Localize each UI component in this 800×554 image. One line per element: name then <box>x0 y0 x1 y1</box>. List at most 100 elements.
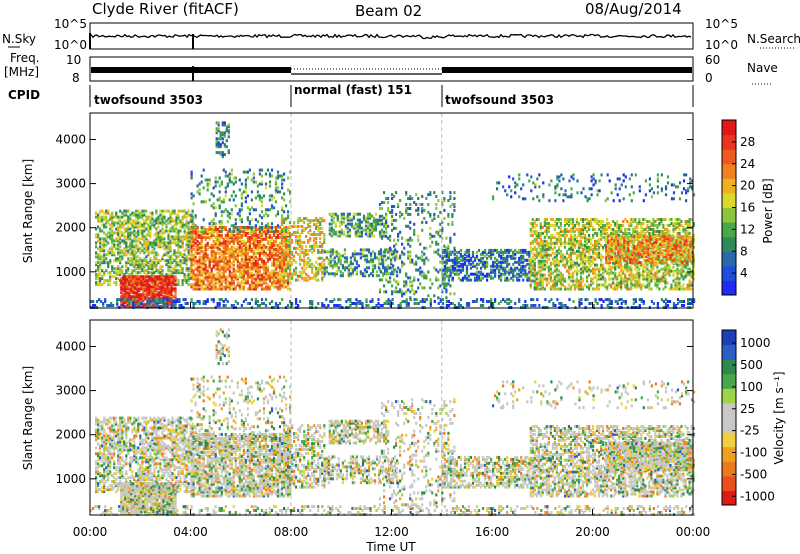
heatmap-cell <box>272 225 276 229</box>
heatmap-cell <box>545 261 548 265</box>
heatmap-cell <box>240 259 243 263</box>
heatmap-cell <box>155 233 158 237</box>
heatmap-cell <box>189 265 192 269</box>
heatmap-cell <box>588 269 591 273</box>
heatmap-cell <box>109 283 112 287</box>
heatmap-cell <box>144 303 147 307</box>
heatmap-cell <box>380 278 384 282</box>
heatmap-cell <box>170 283 173 287</box>
heatmap-cell <box>492 248 495 252</box>
heatmap-cell <box>169 273 172 277</box>
heatmap-cell <box>173 219 176 223</box>
heatmap-cell <box>262 259 266 263</box>
heatmap-cell <box>369 254 373 258</box>
heatmap-cell <box>577 253 581 257</box>
heatmap-cell <box>596 263 599 267</box>
heatmap-cell <box>545 227 548 231</box>
heatmap-cell <box>244 269 247 273</box>
heatmap-cell <box>171 237 174 241</box>
heatmap-cell <box>311 266 314 270</box>
heatmap-cell <box>248 283 251 287</box>
heatmap-cell <box>136 279 139 283</box>
heatmap-cell <box>250 190 253 194</box>
heatmap-cell <box>421 228 424 232</box>
heatmap-cell <box>283 238 286 242</box>
heatmap-cell <box>254 239 257 243</box>
heatmap-cell <box>378 256 382 260</box>
heatmap-cell <box>192 229 195 233</box>
heatmap-cell <box>151 241 154 245</box>
heatmap-cell <box>334 222 337 226</box>
heatmap-cell <box>131 259 134 263</box>
heatmap-cell <box>131 231 134 235</box>
heatmap-cell <box>283 227 286 230</box>
heatmap-cell <box>281 283 284 287</box>
heatmap-cell <box>250 271 253 275</box>
heatmap-cell <box>244 249 247 253</box>
heatmap-cell <box>387 207 390 210</box>
heatmap-cell <box>358 226 361 230</box>
heatmap-cell <box>163 229 166 233</box>
heatmap-cell <box>111 235 114 239</box>
heatmap-cell <box>584 239 587 243</box>
heatmap-cell <box>309 219 312 223</box>
heatmap-cell <box>386 266 389 270</box>
heatmap-cell <box>121 233 124 237</box>
heatmap-cell <box>315 223 318 227</box>
heatmap-cell <box>179 235 182 239</box>
heatmap-cell <box>101 261 104 265</box>
heatmap-cell <box>559 229 562 233</box>
heatmap-cell <box>167 233 170 237</box>
heatmap-cell <box>204 200 207 204</box>
heatmap-cell <box>533 220 536 223</box>
heatmap-cell <box>190 192 193 196</box>
heatmap-cell <box>573 261 577 265</box>
heatmap-cell <box>181 281 184 285</box>
heatmap-cell <box>405 272 408 276</box>
heatmap-cell <box>545 229 548 233</box>
heatmap-cell <box>127 231 130 235</box>
heatmap-cell <box>244 257 247 261</box>
heatmap-cell <box>346 212 349 216</box>
heatmap-cell <box>99 245 102 249</box>
heatmap-cell <box>280 276 284 280</box>
heatmap-cell <box>361 252 365 256</box>
heatmap-cell <box>278 257 282 261</box>
heatmap-cell <box>162 285 165 289</box>
heatmap-cell <box>127 237 130 241</box>
heatmap-cell <box>260 239 264 243</box>
heatmap-cell <box>541 267 544 271</box>
heatmap-cell <box>287 262 290 266</box>
heatmap-cell <box>161 257 164 261</box>
heatmap-cell <box>445 296 448 300</box>
heatmap-cell <box>401 294 404 298</box>
heatmap-cell <box>161 255 164 259</box>
heatmap-cell <box>287 240 290 244</box>
heatmap-cell <box>453 203 456 206</box>
heatmap-cell <box>433 250 436 254</box>
heatmap-cell <box>325 250 328 254</box>
heatmap-cell <box>171 267 174 271</box>
heatmap-cell <box>516 278 519 282</box>
heatmap-cell <box>142 297 145 301</box>
heatmap-cell <box>551 223 554 227</box>
heatmap-cell <box>122 297 125 301</box>
heatmap-cell <box>342 220 345 224</box>
heatmap-cell <box>415 208 418 212</box>
heatmap-cell <box>144 275 147 279</box>
heatmap-cell <box>537 251 540 255</box>
heatmap-cell <box>190 174 193 178</box>
heatmap-cell <box>541 287 544 291</box>
heatmap-cell <box>190 245 193 249</box>
heatmap-cell <box>533 263 536 267</box>
heatmap-cell <box>146 295 149 299</box>
heatmap-cell <box>467 250 471 254</box>
heatmap-cell <box>206 247 209 251</box>
heatmap-cell <box>389 266 392 270</box>
heatmap-cell <box>571 259 575 263</box>
heatmap-cell <box>272 275 276 279</box>
heatmap-cell <box>133 253 136 257</box>
heatmap-cell <box>214 229 217 233</box>
heatmap-cell <box>208 263 211 267</box>
heatmap-cell <box>439 210 442 214</box>
